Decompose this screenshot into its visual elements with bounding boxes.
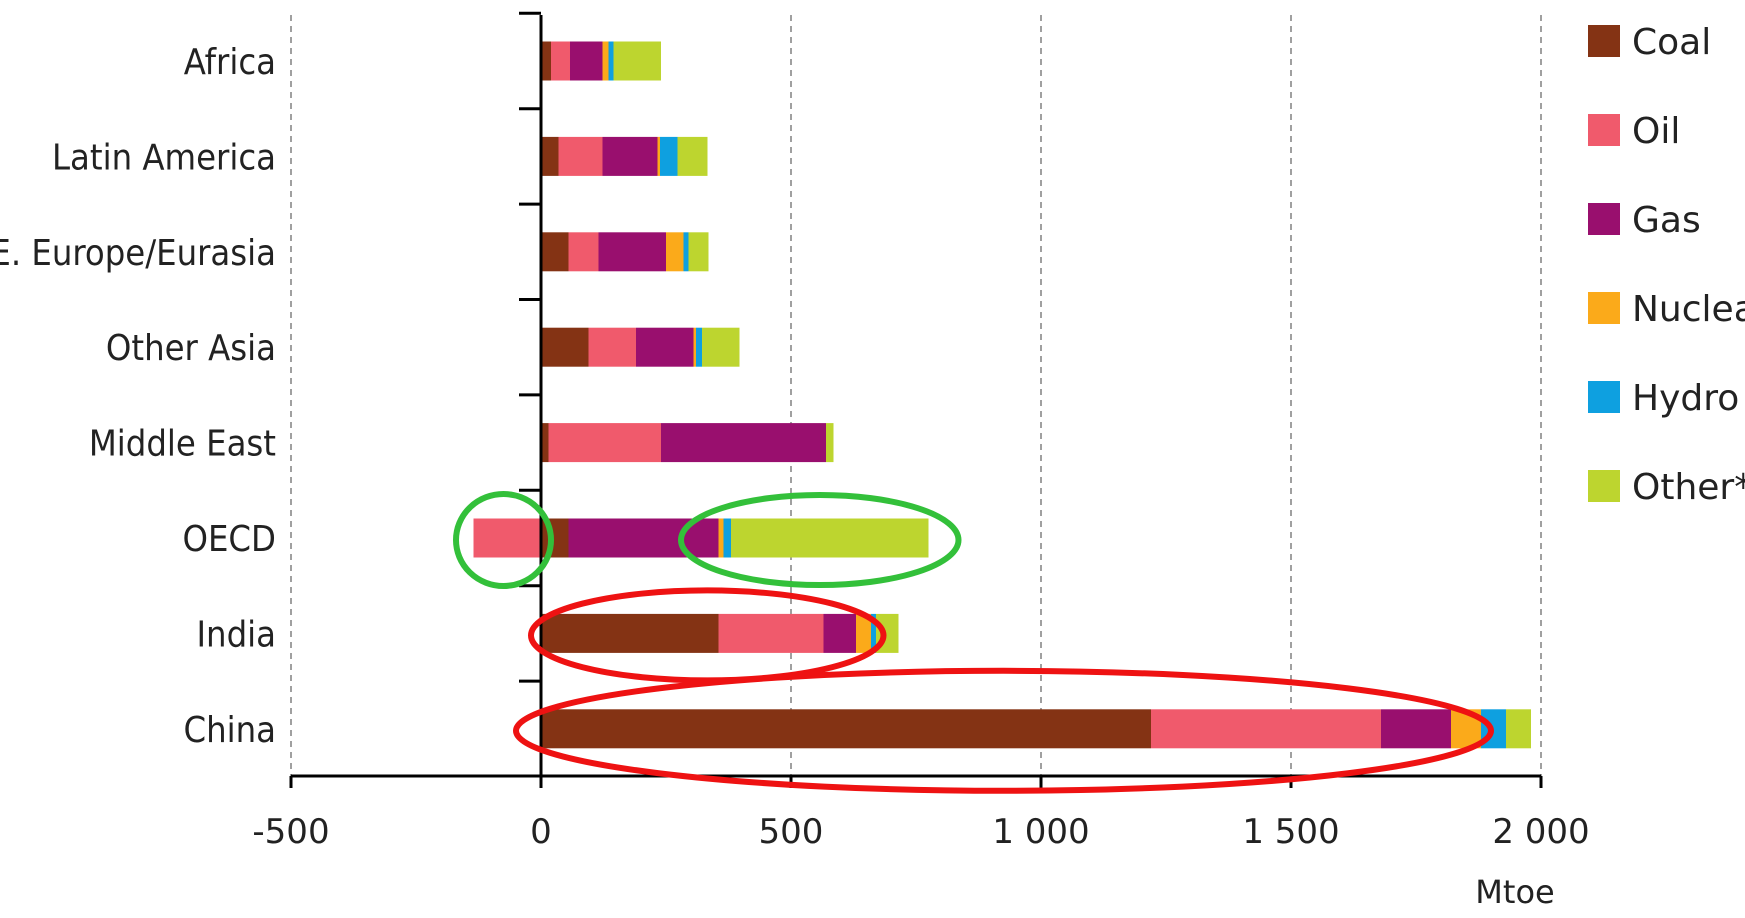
bar-segment-nuclear [666, 232, 684, 272]
bar-area [473, 41, 1531, 749]
bar-segment-coal [541, 709, 1151, 749]
bar-segment-gas [570, 41, 603, 81]
category-label: China [183, 710, 276, 751]
legend: Coal Oil Gas Nuclear Hydro Other* [1588, 22, 1745, 508]
x-tick-label: 2 000 [1492, 812, 1589, 852]
bar-segment-gas [568, 518, 719, 558]
bar-segment-coal [541, 327, 589, 367]
bar-segment-other [1506, 709, 1531, 749]
legend-swatch [1588, 203, 1620, 235]
x-tick-label: 0 [530, 812, 552, 852]
x-tick-labels: -500 0 500 1 000 1 500 2 000 [252, 812, 1589, 852]
bar-segment-coal [541, 613, 719, 653]
bar-segment-oil [558, 136, 603, 176]
annotation-ellipse [513, 667, 1494, 794]
bar-segment-hydro [723, 518, 731, 558]
bar-segment-hydro [871, 613, 876, 653]
bar-segment-oil [551, 41, 570, 81]
legend-swatch [1588, 292, 1620, 324]
bar-segment-nuclear [693, 327, 696, 367]
x-tick-label: 1 000 [992, 812, 1089, 852]
bar-segment-oil [568, 232, 599, 272]
bar-segment-coal [541, 136, 559, 176]
legend-label: Gas [1632, 200, 1701, 241]
bar-segment-hydro [683, 232, 689, 272]
category-label: Middle East [89, 424, 276, 465]
bar-segment-other [826, 423, 834, 463]
gridlines [290, 15, 1542, 776]
legend-swatch [1588, 470, 1620, 502]
x-tick-label: 1 500 [1242, 812, 1339, 852]
bar-segment-other [731, 518, 929, 558]
bar-segment-oil [718, 613, 824, 653]
bar-segment-nuclear [602, 41, 609, 81]
category-label: India [197, 614, 277, 655]
bar-segment-gas [1381, 709, 1451, 749]
bar-segment-nuclear [718, 518, 724, 558]
bar-segment-gas [661, 423, 826, 463]
category-labels: Africa Latin America E. Europe/Eurasia Othe… [0, 42, 276, 751]
bar-segment-nuclear [856, 613, 871, 653]
legend-label: Hydro [1632, 378, 1739, 419]
annotation-ellipse [453, 491, 554, 589]
bar-segment-gas [602, 136, 658, 176]
bar-segment-coal [541, 232, 569, 272]
bar-segment-oil [473, 518, 541, 558]
category-label: Other Asia [106, 328, 276, 369]
bar-segment-hydro [608, 41, 614, 81]
category-label: OECD [182, 519, 276, 560]
x-tick-label: -500 [252, 812, 329, 852]
category-label: E. Europe/Eurasia [0, 233, 276, 274]
bar-segment-hydro [696, 327, 702, 367]
legend-swatch [1588, 381, 1620, 413]
annotation-ellipses [453, 491, 1494, 794]
category-label: Latin America [52, 137, 276, 178]
bar-segment-gas [823, 613, 856, 653]
legend-label: Oil [1632, 111, 1680, 152]
bar-segment-gas [636, 327, 694, 367]
bar-segment-oil [588, 327, 636, 367]
x-axis-unit-label: Mtoe [1475, 873, 1554, 911]
category-label: Africa [184, 42, 276, 83]
bar-segment-other [613, 41, 661, 81]
x-tick-label: 500 [759, 812, 824, 852]
legend-label: Other* [1632, 467, 1745, 508]
bar-segment-coal [541, 41, 551, 81]
bar-segment-other [688, 232, 709, 272]
bar-segment-oil [1151, 709, 1381, 749]
legend-swatch [1588, 114, 1620, 146]
bar-segment-coal [541, 423, 549, 463]
legend-label: Coal [1632, 22, 1711, 63]
legend-label: Nuclear [1632, 289, 1745, 330]
bar-segment-other [677, 136, 708, 176]
bar-segment-hydro [660, 136, 678, 176]
bar-segment-oil [548, 423, 661, 463]
bar-segment-nuclear [657, 136, 660, 176]
annotation-ellipse [678, 492, 962, 588]
legend-swatch [1588, 25, 1620, 57]
bar-segment-gas [598, 232, 666, 272]
bar-segment-other [702, 327, 740, 367]
